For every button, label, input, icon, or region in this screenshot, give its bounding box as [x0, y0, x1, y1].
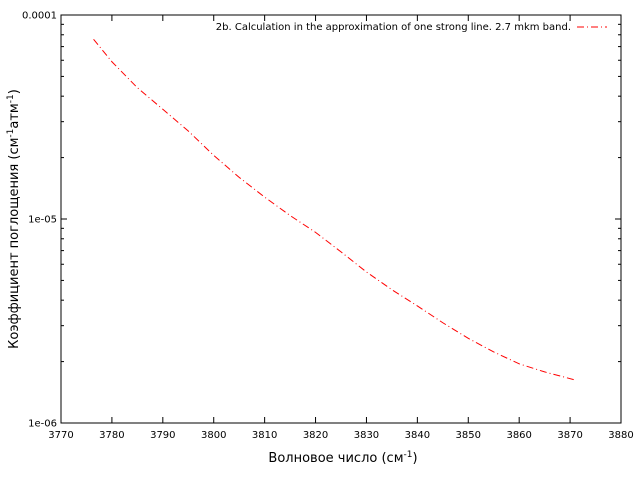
x-tick-label: 3870 [557, 430, 582, 441]
y-tick-label: 1e-05 [28, 215, 57, 226]
legend: 2b. Calculation in the approximation of … [216, 22, 607, 33]
x-tick-label: 3880 [608, 430, 633, 441]
x-tick-label: 3810 [252, 430, 277, 441]
plot-frame [60, 14, 622, 424]
series-line [93, 38, 577, 381]
x-tick-label: 3840 [405, 430, 430, 441]
x-tick-label: 3790 [150, 430, 175, 441]
legend-label: 2b. Calculation in the approximation of … [216, 22, 571, 33]
x-tick-label: 3820 [303, 430, 328, 441]
y-tick-label: 1e-06 [28, 419, 57, 430]
x-tick-label: 3850 [456, 430, 481, 441]
x-tick-label: 3830 [354, 430, 379, 441]
series-layer [93, 38, 577, 381]
x-tick-label: 3780 [99, 430, 124, 441]
ticks-layer: 3770 3780 3790 3800 3810 3820 3830 3840 3850 3860… [22, 11, 634, 442]
y-tick-label: 0.0001 [22, 11, 57, 22]
x-tick-label: 3860 [506, 430, 531, 441]
x-tick-label: 3800 [201, 430, 226, 441]
x-tick-label: 3770 [48, 430, 73, 441]
x-axis-title: Волновое число (см-1) [268, 450, 417, 466]
y-axis-title: Коэффициент поглощения (см-1атм-1) [6, 89, 22, 349]
